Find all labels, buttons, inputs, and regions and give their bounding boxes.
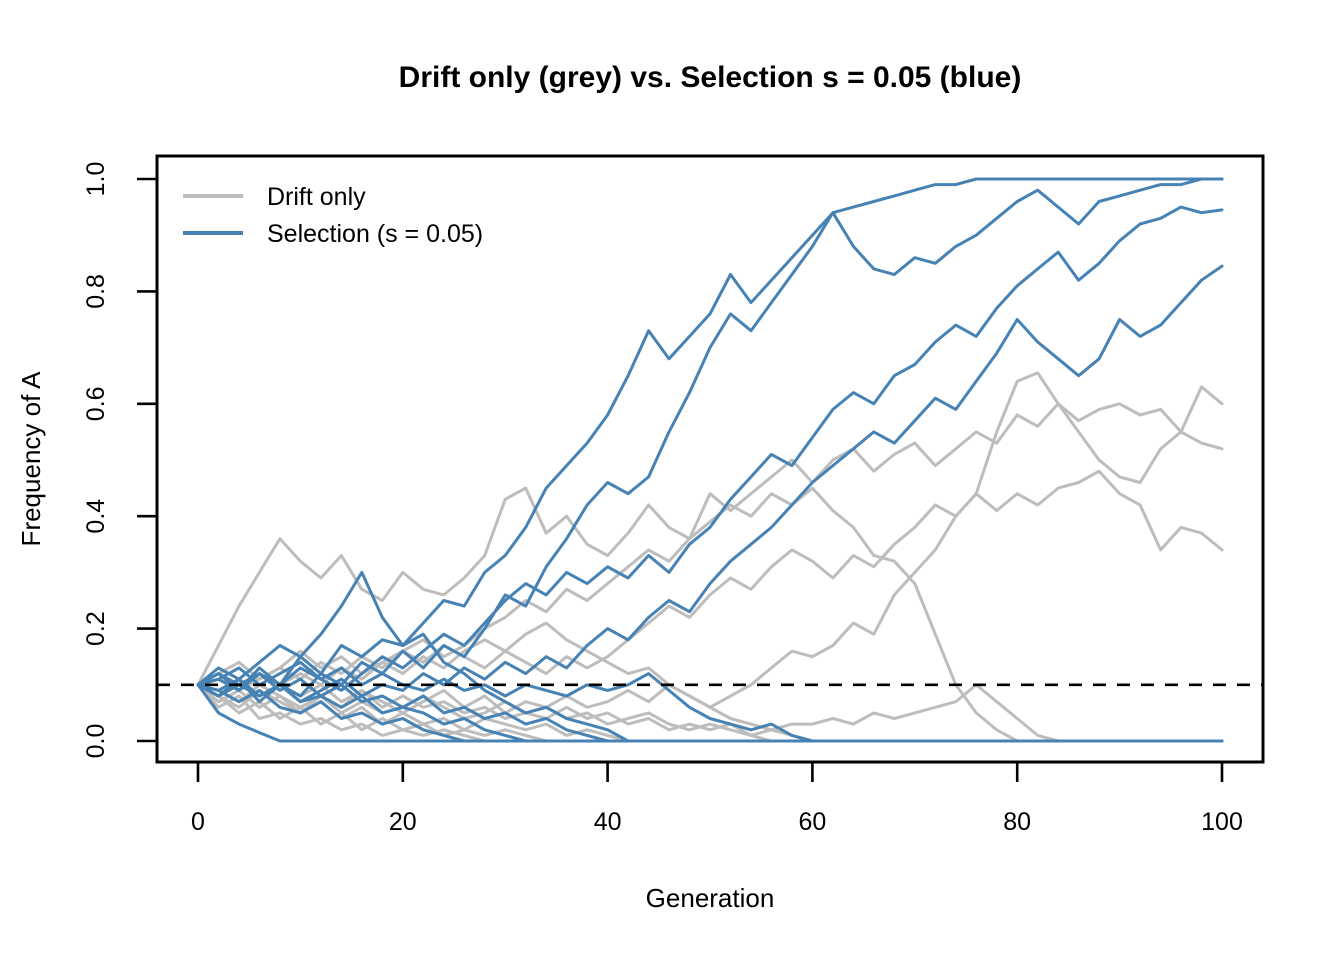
x-tick-label: 80 [1003, 808, 1031, 836]
y-axis-title: Frequency of A [16, 371, 46, 547]
series-line-selection-1 [196, 177, 1224, 692]
x-axis-title: Generation [646, 883, 775, 913]
series-line-drift-4 [196, 621, 1224, 743]
series-layer [196, 177, 1224, 743]
y-tick-label: 0.0 [82, 724, 110, 759]
series-line-selection-4 [196, 264, 1224, 704]
x-tick-label: 40 [594, 808, 622, 836]
y-tick-label: 0.6 [82, 386, 110, 421]
y-tick-label: 0.4 [82, 499, 110, 534]
series-line-selection-2 [196, 177, 1224, 704]
x-tick-label: 60 [798, 808, 826, 836]
legend-label-selection: Selection (s = 0.05) [267, 220, 483, 248]
series-line-drift-1 [196, 402, 1224, 687]
plot-box [155, 154, 1265, 764]
axes-layer: 0 20 40 60 80 100 0.0 0.2 0.4 0.6 0.8 1.0 [82, 154, 1265, 836]
x-tick-label: 0 [191, 808, 205, 836]
y-tick-label: 0.2 [82, 611, 110, 646]
x-tick-label: 100 [1201, 808, 1243, 836]
legend: Drift only Selection (s = 0.05) [183, 183, 483, 248]
series-line-selection-3 [196, 205, 1224, 692]
y-tick-label: 0.8 [82, 274, 110, 309]
legend-label-drift: Drift only [267, 183, 366, 211]
chart-title: Drift only (grey) vs. Selection s = 0.05… [399, 61, 1022, 94]
y-tick-label: 1.0 [82, 162, 110, 197]
x-tick-label: 20 [389, 808, 417, 836]
series-line-drift-2 [196, 371, 1224, 715]
series-line-selection-10 [196, 672, 1224, 743]
